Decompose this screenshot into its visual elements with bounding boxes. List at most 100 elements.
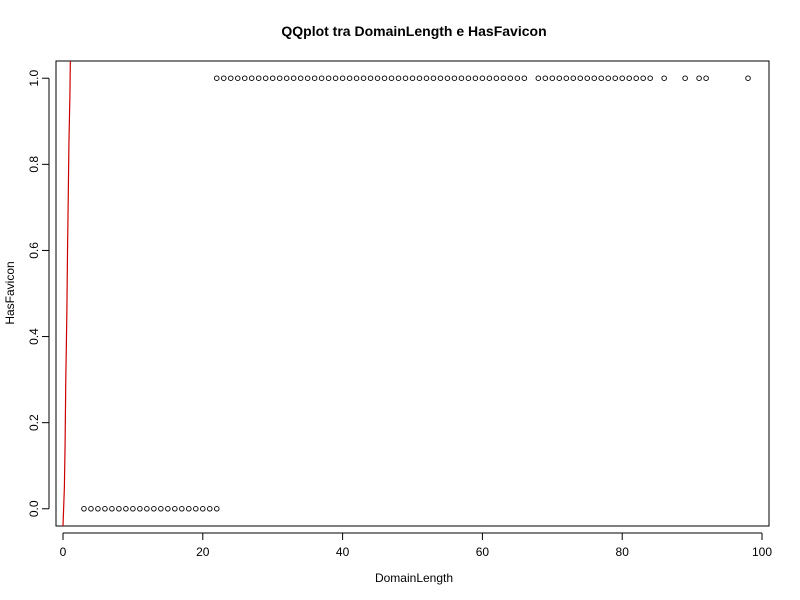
data-point (437, 75, 444, 81)
data-point (297, 75, 304, 81)
data-point (619, 75, 625, 81)
data-point (381, 75, 388, 81)
plot-frame (55, 60, 770, 527)
data-point (346, 75, 353, 81)
data-point (745, 75, 751, 81)
chart-title: QQplot tra DomainLength e HasFavicon (281, 23, 546, 39)
data-point (200, 506, 206, 512)
data-point (535, 75, 542, 81)
data-point (269, 75, 276, 81)
data-point (598, 75, 604, 81)
data-point (234, 75, 241, 81)
data-point (633, 75, 639, 81)
data-point (458, 75, 465, 81)
data-point (367, 75, 374, 81)
data-point (591, 75, 598, 81)
data-point (542, 75, 549, 81)
data-point (325, 75, 332, 81)
data-point (521, 75, 528, 81)
data-point (500, 75, 507, 81)
reference-line (62, 60, 71, 527)
data-point (130, 506, 136, 512)
data-point (179, 506, 185, 512)
data-point (514, 75, 521, 81)
y-tick-label: 0.8 (27, 156, 41, 173)
data-point (88, 506, 94, 512)
data-point (479, 75, 486, 81)
x-tick-label: 0 (60, 545, 67, 559)
data-point (214, 506, 220, 512)
data-point (703, 75, 709, 81)
data-point (640, 75, 646, 81)
y-axis-label: HasFavicon (3, 261, 17, 324)
x-tick-label: 40 (336, 545, 350, 559)
y-tick-label: 0.0 (27, 500, 41, 517)
data-point (137, 506, 143, 512)
data-point (81, 506, 87, 512)
data-point (165, 506, 171, 512)
data-point (549, 75, 556, 81)
data-point (570, 75, 577, 81)
data-point (360, 75, 367, 81)
data-point (283, 75, 290, 81)
data-point (430, 75, 437, 81)
data-point (444, 75, 451, 81)
data-point (612, 75, 618, 81)
data-point (661, 75, 667, 81)
data-point (626, 75, 632, 81)
data-point (276, 75, 283, 81)
data-point (451, 75, 458, 81)
data-point (402, 75, 409, 81)
data-point (409, 75, 416, 81)
data-point (304, 75, 311, 81)
data-point (647, 75, 653, 81)
y-tick-label: 0.2 (27, 414, 41, 431)
x-axis: 0 20 40 60 80 100 (60, 532, 772, 559)
data-point (395, 75, 402, 81)
data-point (682, 75, 688, 81)
data-point (109, 506, 115, 512)
data-point (227, 75, 234, 81)
x-tick-label: 20 (196, 545, 210, 559)
data-point (262, 75, 269, 81)
data-point (311, 75, 318, 81)
data-point (332, 75, 339, 81)
data-point (318, 75, 325, 81)
data-point (193, 506, 199, 512)
data-point (158, 506, 164, 512)
y-tick-label: 0.4 (27, 328, 41, 345)
data-point (465, 75, 472, 81)
x-tick-label: 80 (616, 545, 630, 559)
points-layer (81, 75, 751, 512)
data-point (144, 506, 150, 512)
x-axis-label: DomainLength (375, 571, 453, 585)
data-point (123, 506, 129, 512)
data-point (221, 75, 227, 81)
data-point (95, 506, 101, 512)
data-point (290, 75, 297, 81)
reference-line-layer (62, 60, 71, 527)
data-point (339, 75, 346, 81)
data-point (241, 75, 248, 81)
data-point (186, 506, 192, 512)
data-point (172, 506, 178, 512)
data-point (248, 75, 255, 81)
data-point (584, 75, 591, 81)
data-point (353, 75, 360, 81)
data-point (696, 75, 702, 81)
data-point (214, 75, 220, 81)
data-point (255, 75, 262, 81)
data-point (556, 75, 563, 81)
y-tick-label: 1.0 (27, 70, 41, 87)
data-point (563, 75, 570, 81)
data-point (577, 75, 584, 81)
x-tick-label: 60 (476, 545, 490, 559)
data-point (388, 75, 395, 81)
data-point (423, 75, 430, 81)
data-point (151, 506, 157, 512)
y-axis: 0.0 0.2 0.4 0.6 0.8 1.0 (27, 70, 50, 517)
data-point (374, 75, 381, 81)
data-point (472, 75, 479, 81)
x-tick-label: 100 (752, 545, 772, 559)
